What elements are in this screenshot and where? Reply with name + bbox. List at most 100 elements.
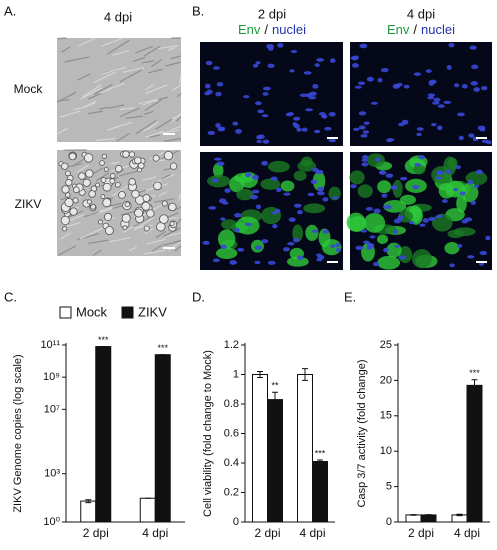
nucleus	[408, 220, 415, 225]
nucleus	[414, 162, 422, 167]
texture	[142, 176, 157, 181]
error-bar	[425, 514, 432, 516]
nucleus	[222, 201, 229, 205]
cell	[128, 151, 136, 158]
nucleus	[380, 68, 389, 73]
texture	[164, 232, 182, 238]
nucleus	[313, 129, 321, 134]
nucleus	[433, 97, 441, 102]
texture	[178, 192, 182, 201]
env-stain	[280, 180, 295, 192]
nucleus	[262, 92, 269, 96]
nucleus	[464, 217, 473, 222]
texture	[167, 46, 176, 51]
cell	[73, 186, 80, 194]
nucleus	[385, 173, 394, 178]
significance: ***	[315, 448, 326, 458]
nucleus	[234, 227, 240, 233]
cell	[99, 160, 105, 166]
y-tick-label: 10⁹	[43, 371, 60, 383]
nucleus	[276, 187, 282, 193]
nucleus	[229, 260, 238, 265]
texture	[77, 37, 96, 47]
nucleus	[471, 64, 479, 70]
nucleus	[293, 116, 301, 121]
nucleus	[293, 237, 300, 243]
nucleus	[398, 255, 407, 260]
nucleus	[331, 196, 339, 200]
nucleus	[397, 215, 404, 221]
texture	[60, 232, 72, 240]
nucleus	[454, 83, 460, 88]
cell	[65, 178, 73, 187]
env-stain	[212, 162, 224, 178]
nucleus	[308, 96, 317, 100]
nucleus	[373, 208, 381, 214]
env-stain	[349, 170, 365, 185]
significance: **	[271, 381, 279, 391]
nucleus	[316, 58, 325, 62]
nucleus	[314, 63, 320, 68]
env-stain	[297, 160, 317, 172]
nucleus	[437, 104, 445, 108]
y-tick-label: 5	[386, 481, 392, 493]
nucleus	[481, 85, 488, 91]
cell	[137, 167, 142, 173]
nucleus	[350, 184, 357, 189]
cell	[85, 169, 94, 178]
env-stain	[357, 184, 373, 198]
significance: ***	[157, 343, 168, 353]
x-tick-label: 2 dpi	[254, 526, 280, 540]
cell	[72, 197, 79, 204]
nucleus	[377, 77, 383, 83]
cell	[69, 207, 78, 216]
cell	[169, 221, 175, 227]
cell	[122, 150, 130, 158]
row-label: Mock	[14, 82, 44, 96]
cell	[146, 209, 155, 218]
cell	[141, 201, 151, 211]
cell	[64, 197, 74, 208]
nucleus	[237, 247, 245, 252]
texture	[151, 244, 163, 252]
cell	[62, 226, 68, 232]
texture	[144, 84, 168, 95]
cell	[100, 177, 107, 183]
texture	[107, 125, 121, 131]
texture	[126, 115, 143, 119]
nucleus	[381, 193, 388, 198]
bar	[95, 346, 112, 523]
nucleus	[370, 101, 378, 105]
texture	[57, 37, 67, 40]
env-stain	[377, 234, 389, 245]
texture	[160, 174, 171, 180]
texture	[155, 45, 179, 50]
texture	[96, 172, 110, 182]
texture	[64, 222, 81, 228]
x-tick-label: 2 dpi	[83, 526, 109, 540]
nucleus	[301, 127, 308, 132]
nucleus	[243, 95, 250, 99]
texture	[87, 110, 103, 115]
nucleus	[416, 127, 424, 131]
nucleus	[220, 217, 226, 221]
texture	[107, 82, 125, 91]
texture	[96, 207, 115, 215]
nucleus	[445, 169, 451, 175]
nucleus	[215, 91, 222, 97]
nucleus	[257, 109, 264, 114]
env-stain	[207, 174, 231, 188]
nucleus	[477, 125, 486, 131]
error-bar	[410, 514, 417, 516]
env-stain	[312, 171, 326, 191]
stain-legend: Env / nuclei	[387, 22, 455, 37]
cell	[82, 178, 91, 187]
nucleus	[312, 229, 319, 233]
nucleus	[208, 206, 217, 210]
nucleus	[373, 262, 380, 267]
image-bg	[57, 38, 181, 142]
nucleus	[267, 63, 275, 68]
texture	[102, 66, 127, 75]
nucleus	[358, 125, 366, 130]
nucleus	[296, 127, 302, 132]
